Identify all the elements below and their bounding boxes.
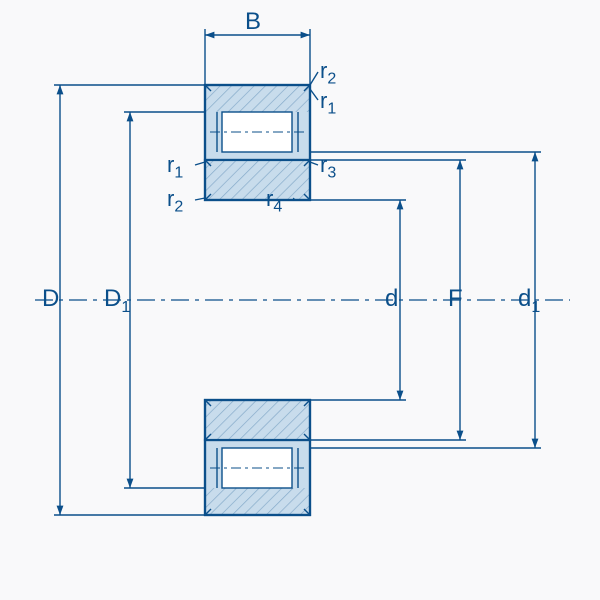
label-F: F: [448, 285, 463, 313]
label-D1: D1: [104, 285, 130, 317]
label-r2-top: r2: [320, 58, 336, 88]
label-d: d: [385, 285, 398, 313]
label-D: D: [42, 285, 59, 313]
label-r4: r4: [266, 186, 282, 216]
label-B: B: [245, 8, 261, 36]
label-r3: r3: [320, 152, 336, 182]
label-d1: d1: [518, 285, 540, 317]
label-r2-leftbot: r2: [167, 186, 183, 216]
label-r1-left: r1: [167, 152, 183, 182]
label-r1-top: r1: [320, 88, 336, 118]
bearing-diagram: B D D1 d F d1 r1 r2 r1 r2 r3 r4: [0, 0, 600, 600]
